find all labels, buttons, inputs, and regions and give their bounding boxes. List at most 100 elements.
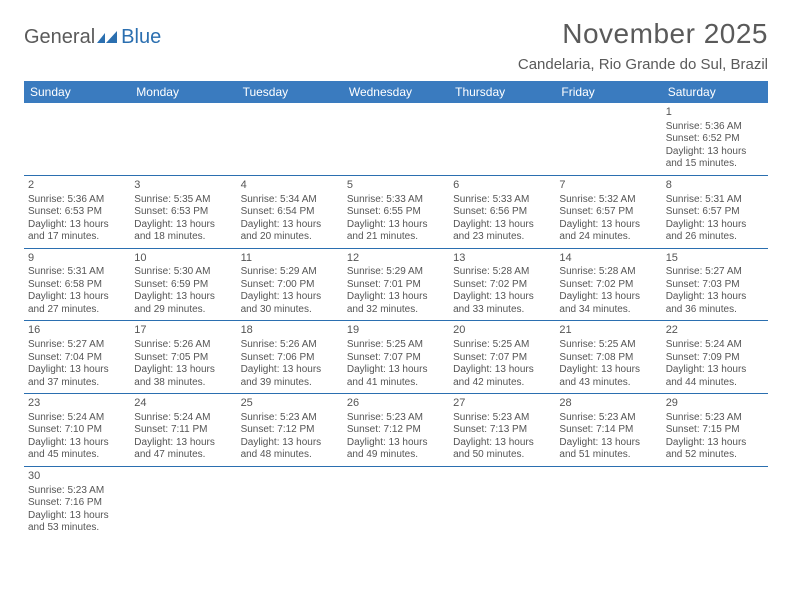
day-number: 28 bbox=[559, 397, 657, 411]
calendar-cell: 18Sunrise: 5:26 AMSunset: 7:06 PMDayligh… bbox=[237, 321, 343, 393]
day-number: 7 bbox=[559, 179, 657, 193]
daylight-text: Daylight: 13 hours bbox=[241, 291, 339, 304]
sunrise-text: Sunrise: 5:34 AM bbox=[241, 194, 339, 207]
day-number: 6 bbox=[453, 179, 551, 193]
sunrise-text: Sunrise: 5:33 AM bbox=[347, 194, 445, 207]
sunset-text: Sunset: 7:01 PM bbox=[347, 279, 445, 292]
calendar-cell: 16Sunrise: 5:27 AMSunset: 7:04 PMDayligh… bbox=[24, 321, 130, 393]
sunrise-text: Sunrise: 5:31 AM bbox=[28, 266, 126, 279]
calendar-cell: 30Sunrise: 5:23 AMSunset: 7:16 PMDayligh… bbox=[24, 467, 130, 539]
calendar-cell: 27Sunrise: 5:23 AMSunset: 7:13 PMDayligh… bbox=[449, 394, 555, 466]
day-number: 3 bbox=[134, 179, 232, 193]
sunrise-text: Sunrise: 5:32 AM bbox=[559, 194, 657, 207]
daylight-text: and 36 minutes. bbox=[666, 304, 764, 317]
sunrise-text: Sunrise: 5:30 AM bbox=[134, 266, 232, 279]
sunrise-text: Sunrise: 5:24 AM bbox=[666, 339, 764, 352]
day-header-thursday: Thursday bbox=[449, 81, 555, 103]
sunrise-text: Sunrise: 5:26 AM bbox=[134, 339, 232, 352]
daylight-text: Daylight: 13 hours bbox=[347, 291, 445, 304]
daylight-text: Daylight: 13 hours bbox=[666, 146, 764, 159]
header: General Blue November 2025 Candelaria, R… bbox=[24, 18, 768, 73]
day-number: 8 bbox=[666, 179, 764, 193]
sunrise-text: Sunrise: 5:33 AM bbox=[453, 194, 551, 207]
calendar-cell: 17Sunrise: 5:26 AMSunset: 7:05 PMDayligh… bbox=[130, 321, 236, 393]
daylight-text: Daylight: 13 hours bbox=[28, 364, 126, 377]
calendar-cell: 10Sunrise: 5:30 AMSunset: 6:59 PMDayligh… bbox=[130, 249, 236, 321]
sunset-text: Sunset: 7:14 PM bbox=[559, 424, 657, 437]
daylight-text: Daylight: 13 hours bbox=[453, 437, 551, 450]
sunrise-text: Sunrise: 5:27 AM bbox=[666, 266, 764, 279]
calendar-cell: 19Sunrise: 5:25 AMSunset: 7:07 PMDayligh… bbox=[343, 321, 449, 393]
calendar-cell: 8Sunrise: 5:31 AMSunset: 6:57 PMDaylight… bbox=[662, 176, 768, 248]
calendar-cell: 15Sunrise: 5:27 AMSunset: 7:03 PMDayligh… bbox=[662, 249, 768, 321]
sunrise-text: Sunrise: 5:25 AM bbox=[347, 339, 445, 352]
calendar-cell bbox=[449, 103, 555, 175]
daylight-text: and 50 minutes. bbox=[453, 449, 551, 462]
day-number: 4 bbox=[241, 179, 339, 193]
daylight-text: and 51 minutes. bbox=[559, 449, 657, 462]
calendar-week: 23Sunrise: 5:24 AMSunset: 7:10 PMDayligh… bbox=[24, 394, 768, 467]
sunset-text: Sunset: 7:09 PM bbox=[666, 352, 764, 365]
daylight-text: and 48 minutes. bbox=[241, 449, 339, 462]
day-number: 15 bbox=[666, 252, 764, 266]
daylight-text: and 33 minutes. bbox=[453, 304, 551, 317]
logo-text-general: General bbox=[24, 26, 95, 49]
calendar-cell: 23Sunrise: 5:24 AMSunset: 7:10 PMDayligh… bbox=[24, 394, 130, 466]
calendar-cell: 24Sunrise: 5:24 AMSunset: 7:11 PMDayligh… bbox=[130, 394, 236, 466]
sunset-text: Sunset: 7:02 PM bbox=[559, 279, 657, 292]
sunset-text: Sunset: 6:53 PM bbox=[28, 206, 126, 219]
day-header-monday: Monday bbox=[130, 81, 236, 103]
sunrise-text: Sunrise: 5:29 AM bbox=[241, 266, 339, 279]
day-number: 13 bbox=[453, 252, 551, 266]
logo: General Blue bbox=[24, 26, 161, 49]
daylight-text: and 52 minutes. bbox=[666, 449, 764, 462]
sunset-text: Sunset: 7:05 PM bbox=[134, 352, 232, 365]
calendar-cell bbox=[662, 467, 768, 539]
sunset-text: Sunset: 6:52 PM bbox=[666, 133, 764, 146]
daylight-text: Daylight: 13 hours bbox=[559, 437, 657, 450]
daylight-text: and 27 minutes. bbox=[28, 304, 126, 317]
daylight-text: and 41 minutes. bbox=[347, 377, 445, 390]
sunrise-text: Sunrise: 5:23 AM bbox=[241, 412, 339, 425]
calendar-cell bbox=[24, 103, 130, 175]
daylight-text: and 29 minutes. bbox=[134, 304, 232, 317]
sunrise-text: Sunrise: 5:23 AM bbox=[453, 412, 551, 425]
calendar-cell: 7Sunrise: 5:32 AMSunset: 6:57 PMDaylight… bbox=[555, 176, 661, 248]
sunset-text: Sunset: 7:13 PM bbox=[453, 424, 551, 437]
sunrise-text: Sunrise: 5:28 AM bbox=[453, 266, 551, 279]
sunset-text: Sunset: 7:16 PM bbox=[28, 497, 126, 510]
sunrise-text: Sunrise: 5:23 AM bbox=[28, 485, 126, 498]
sunset-text: Sunset: 6:56 PM bbox=[453, 206, 551, 219]
sunset-text: Sunset: 7:07 PM bbox=[453, 352, 551, 365]
daylight-text: and 24 minutes. bbox=[559, 231, 657, 244]
daylight-text: Daylight: 13 hours bbox=[453, 219, 551, 232]
calendar-week: 16Sunrise: 5:27 AMSunset: 7:04 PMDayligh… bbox=[24, 321, 768, 394]
daylight-text: Daylight: 13 hours bbox=[134, 291, 232, 304]
sunrise-text: Sunrise: 5:35 AM bbox=[134, 194, 232, 207]
calendar-cell bbox=[343, 103, 449, 175]
day-number: 23 bbox=[28, 397, 126, 411]
day-number: 5 bbox=[347, 179, 445, 193]
sunset-text: Sunset: 7:11 PM bbox=[134, 424, 232, 437]
sunrise-text: Sunrise: 5:23 AM bbox=[666, 412, 764, 425]
daylight-text: and 23 minutes. bbox=[453, 231, 551, 244]
calendar-week: 30Sunrise: 5:23 AMSunset: 7:16 PMDayligh… bbox=[24, 467, 768, 539]
day-number: 16 bbox=[28, 324, 126, 338]
calendar-cell bbox=[130, 467, 236, 539]
daylight-text: Daylight: 13 hours bbox=[666, 437, 764, 450]
day-number: 10 bbox=[134, 252, 232, 266]
daylight-text: Daylight: 13 hours bbox=[134, 437, 232, 450]
calendar-cell: 4Sunrise: 5:34 AMSunset: 6:54 PMDaylight… bbox=[237, 176, 343, 248]
daylight-text: and 21 minutes. bbox=[347, 231, 445, 244]
daylight-text: Daylight: 13 hours bbox=[134, 219, 232, 232]
sunrise-text: Sunrise: 5:25 AM bbox=[453, 339, 551, 352]
page-title: November 2025 bbox=[518, 18, 768, 50]
day-header-saturday: Saturday bbox=[662, 81, 768, 103]
sunrise-text: Sunrise: 5:36 AM bbox=[666, 121, 764, 134]
sunrise-text: Sunrise: 5:31 AM bbox=[666, 194, 764, 207]
daylight-text: Daylight: 13 hours bbox=[559, 291, 657, 304]
calendar-cell bbox=[555, 467, 661, 539]
day-number: 19 bbox=[347, 324, 445, 338]
day-number: 2 bbox=[28, 179, 126, 193]
calendar-cell bbox=[449, 467, 555, 539]
